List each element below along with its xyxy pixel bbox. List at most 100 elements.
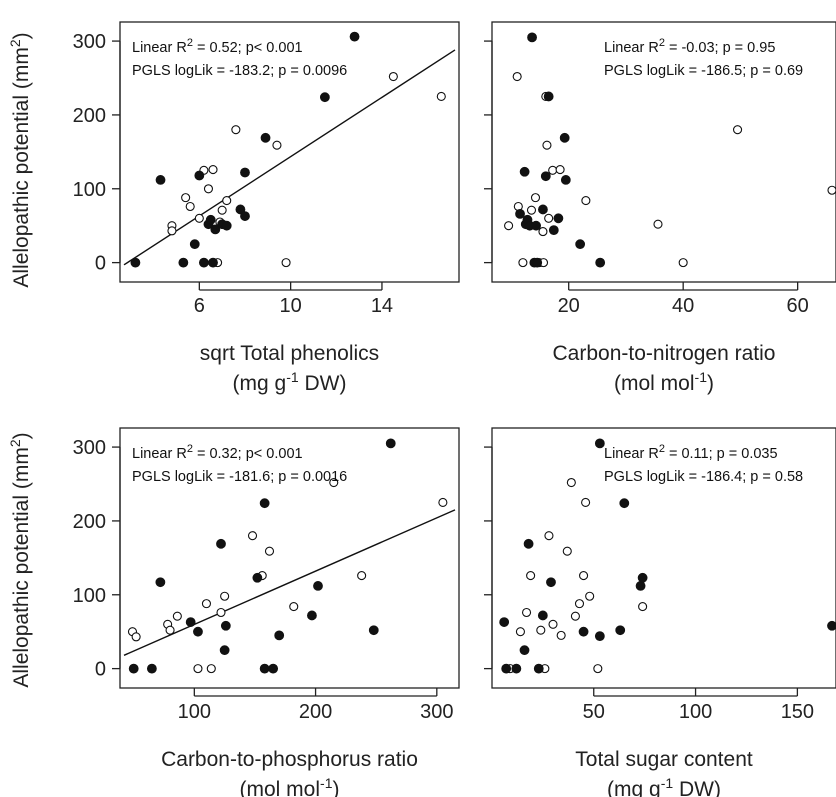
- x-tick-label: 50: [583, 701, 605, 723]
- x-tick-label: 20: [558, 295, 580, 317]
- stats-annotation: PGLS logLik = -183.2; p = 0.0096: [132, 63, 347, 79]
- data-layer: [504, 32, 836, 268]
- data-point-filled: [349, 31, 360, 42]
- stats-annotation: Linear R2 = -0.03; p = 0.95: [604, 37, 775, 56]
- y-tick-label: 300: [73, 31, 106, 53]
- data-point-open: [638, 602, 648, 612]
- data-point-open: [208, 165, 218, 175]
- x-axis-unit-label: (mol mol-1): [240, 775, 340, 797]
- data-point-filled: [274, 630, 285, 641]
- stats-annotation: PGLS logLik = -181.6; p = 0.0016: [132, 469, 347, 485]
- data-point-open: [570, 611, 580, 621]
- stats-annotation: Linear R2 = 0.32; p< 0.001: [132, 443, 303, 462]
- data-point-filled: [216, 538, 226, 549]
- data-point-filled: [155, 577, 166, 588]
- data-point-filled: [827, 620, 836, 631]
- y-tick-label: 200: [73, 511, 106, 533]
- y-axis-label-bottom: Allelopathic potential (mm2): [7, 432, 33, 687]
- data-point-open: [827, 185, 836, 195]
- data-point-open: [678, 258, 688, 268]
- data-point-filled: [368, 625, 379, 636]
- data-point-filled: [531, 220, 541, 231]
- data-point-open: [544, 531, 554, 541]
- plot-frame: [491, 427, 836, 689]
- data-point-filled: [637, 572, 648, 583]
- data-point-filled: [575, 239, 586, 250]
- x-tick-label: 6: [194, 295, 205, 317]
- data-point-open: [217, 205, 227, 215]
- x-axis-label: Carbon-to-phosphorus ratio: [161, 748, 418, 771]
- data-point-filled: [548, 225, 559, 236]
- data-point-filled: [194, 170, 205, 181]
- data-point-open: [566, 477, 576, 488]
- data-point-filled: [128, 663, 139, 674]
- x-tick-label: 10: [280, 295, 302, 317]
- data-point-filled: [259, 498, 270, 509]
- data-point-filled: [319, 92, 330, 103]
- data-point-open: [193, 664, 203, 674]
- data-point-filled: [220, 620, 231, 631]
- data-point-open: [181, 193, 191, 203]
- x-tick-label: 300: [420, 701, 453, 723]
- data-point-filled: [240, 167, 250, 178]
- data-point-open: [504, 221, 514, 231]
- data-point-open: [536, 625, 546, 635]
- data-point-filled: [543, 91, 554, 102]
- data-point-open: [574, 599, 585, 609]
- data-point-filled: [595, 257, 606, 268]
- data-point-filled: [615, 625, 626, 636]
- data-point-filled: [635, 581, 646, 591]
- data-point-open: [593, 664, 603, 674]
- data-point-open: [653, 219, 663, 229]
- data-point-open: [206, 664, 216, 674]
- y-tick-label: 100: [73, 179, 106, 201]
- data-point-filled: [235, 204, 246, 215]
- data-point-open: [512, 71, 522, 82]
- x-tick-label: 200: [299, 701, 332, 723]
- data-layer: [123, 438, 456, 674]
- data-point-filled: [198, 257, 209, 268]
- data-point-open: [167, 226, 177, 236]
- x-axis-label: Total sugar content: [575, 748, 753, 771]
- data-point-open: [194, 213, 204, 223]
- y-tick-label: 0: [95, 659, 106, 681]
- plot-frame: [491, 21, 836, 283]
- data-point-open: [201, 599, 211, 609]
- data-point-open: [526, 571, 536, 581]
- data-point-filled: [259, 663, 270, 674]
- data-point-filled: [252, 572, 263, 583]
- data-point-open: [581, 196, 591, 206]
- data-point-filled: [532, 257, 543, 268]
- stats-annotation: Linear R2 = 0.52; p< 0.001: [132, 37, 303, 56]
- x-axis-unit-label: (mol mol-1): [614, 369, 714, 395]
- plot-frame: [119, 427, 460, 689]
- data-point-filled: [208, 257, 218, 268]
- data-point-filled: [501, 663, 512, 674]
- data-point-filled: [240, 211, 250, 221]
- data-point-open: [515, 627, 525, 637]
- x-axis-label: Carbon-to-nitrogen ratio: [553, 342, 776, 365]
- data-point-open: [231, 125, 241, 135]
- data-point-open: [585, 591, 595, 601]
- data-point-open: [548, 619, 558, 629]
- data-point-open: [544, 213, 554, 223]
- data-point-open: [526, 205, 537, 215]
- data-point-filled: [533, 663, 544, 674]
- x-axis-label: sqrt Total phenolics: [200, 342, 379, 365]
- data-point-filled: [546, 577, 556, 588]
- data-point-filled: [385, 438, 396, 449]
- x-tick-label: 40: [672, 295, 694, 317]
- data-point-filled: [193, 626, 203, 637]
- data-point-open: [289, 602, 299, 612]
- panel-p2: 20 40 60 Carbon-to-nitrogen ratio (mol mol-1…: [484, 21, 836, 395]
- y-tick-label: 300: [73, 437, 106, 459]
- data-point-filled: [130, 257, 141, 268]
- data-point-filled: [594, 438, 605, 449]
- data-point-filled: [537, 610, 548, 621]
- data-point-open: [247, 531, 258, 541]
- data-point-open: [436, 91, 446, 102]
- regression-line: [123, 509, 456, 656]
- stats-annotation: Linear R2 = 0.11; p = 0.035: [604, 443, 778, 462]
- data-point-filled: [146, 663, 157, 674]
- data-point-open: [518, 258, 528, 268]
